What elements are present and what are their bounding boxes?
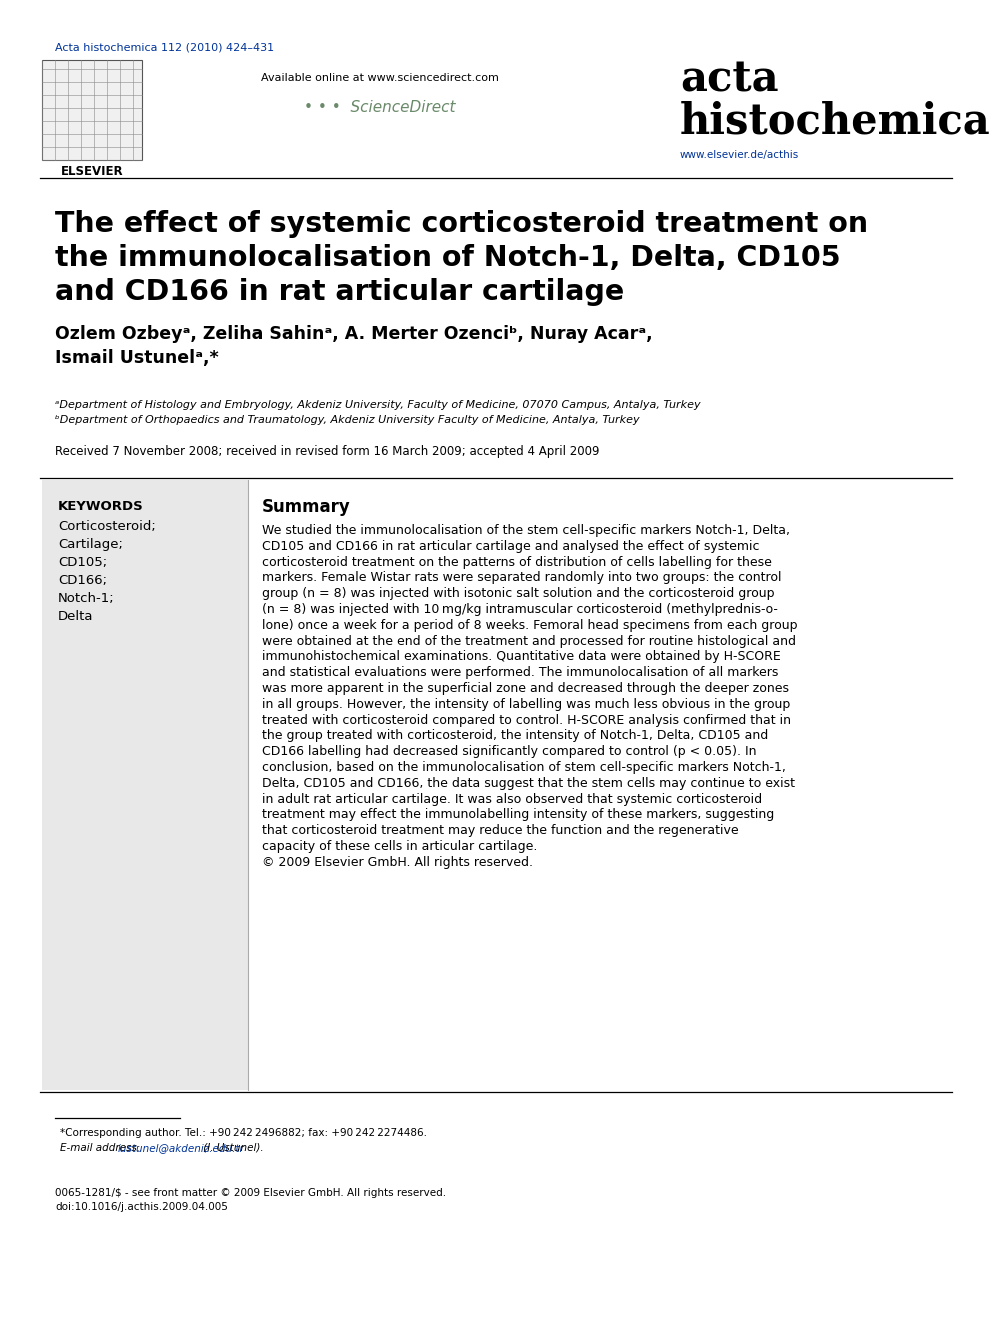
Text: that corticosteroid treatment may reduce the function and the regenerative: that corticosteroid treatment may reduce… — [262, 824, 739, 837]
Text: CD166;: CD166; — [58, 574, 107, 587]
Text: We studied the immunolocalisation of the stem cell-specific markers Notch-1, Del: We studied the immunolocalisation of the… — [262, 524, 790, 537]
Text: iustunel@akdeniz.edu.tr: iustunel@akdeniz.edu.tr — [118, 1143, 244, 1154]
Text: the immunolocalisation of Notch-1, Delta, CD105: the immunolocalisation of Notch-1, Delta… — [55, 243, 840, 273]
Text: ELSEVIER: ELSEVIER — [61, 165, 123, 179]
Text: *Corresponding author. Tel.: +90 242 2496882; fax: +90 242 2274486.: *Corresponding author. Tel.: +90 242 249… — [60, 1129, 427, 1138]
Text: Summary: Summary — [262, 497, 351, 516]
Text: Received 7 November 2008; received in revised form 16 March 2009; accepted 4 Apr: Received 7 November 2008; received in re… — [55, 445, 599, 458]
Text: Ozlem Ozbeyᵃ, Zeliha Sahinᵃ, A. Merter Ozenciᵇ, Nuray Acarᵃ,: Ozlem Ozbeyᵃ, Zeliha Sahinᵃ, A. Merter O… — [55, 325, 653, 343]
Text: Available online at www.sciencedirect.com: Available online at www.sciencedirect.co… — [261, 73, 499, 83]
Text: corticosteroid treatment on the patterns of distribution of cells labelling for : corticosteroid treatment on the patterns… — [262, 556, 772, 569]
Text: © 2009 Elsevier GmbH. All rights reserved.: © 2009 Elsevier GmbH. All rights reserve… — [262, 856, 533, 869]
Text: Cartilage;: Cartilage; — [58, 538, 123, 550]
Text: ᵃDepartment of Histology and Embryology, Akdeniz University, Faculty of Medicine: ᵃDepartment of Histology and Embryology,… — [55, 400, 700, 410]
Text: Notch-1;: Notch-1; — [58, 591, 115, 605]
Text: ᵇDepartment of Orthopaedics and Traumatology, Akdeniz University Faculty of Medi: ᵇDepartment of Orthopaedics and Traumato… — [55, 415, 640, 425]
Text: treated with corticosteroid compared to control. H-SCORE analysis confirmed that: treated with corticosteroid compared to … — [262, 713, 791, 726]
Text: conclusion, based on the immunolocalisation of stem cell-specific markers Notch-: conclusion, based on the immunolocalisat… — [262, 761, 786, 774]
Text: was more apparent in the superficial zone and decreased through the deeper zones: was more apparent in the superficial zon… — [262, 681, 789, 695]
Text: CD166 labelling had decreased significantly compared to control (p < 0.05). In: CD166 labelling had decreased significan… — [262, 745, 757, 758]
Text: were obtained at the end of the treatment and processed for routine histological: were obtained at the end of the treatmen… — [262, 635, 796, 647]
Text: treatment may effect the immunolabelling intensity of these markers, suggesting: treatment may effect the immunolabelling… — [262, 808, 774, 822]
Bar — [42, 480, 248, 1090]
Text: histochemica: histochemica — [680, 101, 991, 142]
Text: The effect of systemic corticosteroid treatment on: The effect of systemic corticosteroid tr… — [55, 210, 868, 238]
Text: E-mail address:: E-mail address: — [60, 1143, 144, 1154]
Text: CD105;: CD105; — [58, 556, 107, 569]
Text: Ismail Ustunelᵃ,*: Ismail Ustunelᵃ,* — [55, 349, 219, 366]
Text: lone) once a week for a period of 8 weeks. Femoral head specimens from each grou: lone) once a week for a period of 8 week… — [262, 619, 798, 632]
Text: immunohistochemical examinations. Quantitative data were obtained by H-SCORE: immunohistochemical examinations. Quanti… — [262, 651, 781, 663]
Text: Acta histochemica 112 (2010) 424–431: Acta histochemica 112 (2010) 424–431 — [55, 44, 274, 53]
Text: markers. Female Wistar rats were separated randomly into two groups: the control: markers. Female Wistar rats were separat… — [262, 572, 782, 585]
Bar — [42, 60, 142, 160]
Text: • • •  ScienceDirect: • • • ScienceDirect — [305, 101, 455, 115]
Text: Corticosteroid;: Corticosteroid; — [58, 520, 156, 533]
Text: the group treated with corticosteroid, the intensity of Notch-1, Delta, CD105 an: the group treated with corticosteroid, t… — [262, 729, 768, 742]
Text: capacity of these cells in articular cartilage.: capacity of these cells in articular car… — [262, 840, 538, 853]
Text: and statistical evaluations were performed. The immunolocalisation of all marker: and statistical evaluations were perform… — [262, 667, 779, 679]
Text: 0065-1281/$ - see front matter © 2009 Elsevier GmbH. All rights reserved.: 0065-1281/$ - see front matter © 2009 El… — [55, 1188, 446, 1199]
Text: acta: acta — [680, 58, 779, 101]
Text: CD105 and CD166 in rat articular cartilage and analysed the effect of systemic: CD105 and CD166 in rat articular cartila… — [262, 540, 760, 553]
Text: Delta: Delta — [58, 610, 93, 623]
Text: Delta, CD105 and CD166, the data suggest that the stem cells may continue to exi: Delta, CD105 and CD166, the data suggest… — [262, 777, 795, 790]
Text: and CD166 in rat articular cartilage: and CD166 in rat articular cartilage — [55, 278, 624, 306]
Text: in adult rat articular cartilage. It was also observed that systemic corticoster: in adult rat articular cartilage. It was… — [262, 792, 762, 806]
Text: (n = 8) was injected with 10 mg/kg intramuscular corticosteroid (methylprednis­o: (n = 8) was injected with 10 mg/kg intra… — [262, 603, 778, 617]
Text: (I. Ustunel).: (I. Ustunel). — [200, 1143, 264, 1154]
Text: doi:10.1016/j.acthis.2009.04.005: doi:10.1016/j.acthis.2009.04.005 — [55, 1203, 228, 1212]
Text: group (n = 8) was injected with isotonic salt solution and the corticosteroid gr: group (n = 8) was injected with isotonic… — [262, 587, 775, 601]
Text: in all groups. However, the intensity of labelling was much less obvious in the : in all groups. However, the intensity of… — [262, 697, 791, 710]
Text: KEYWORDS: KEYWORDS — [58, 500, 144, 513]
Text: www.elsevier.de/acthis: www.elsevier.de/acthis — [680, 149, 800, 160]
